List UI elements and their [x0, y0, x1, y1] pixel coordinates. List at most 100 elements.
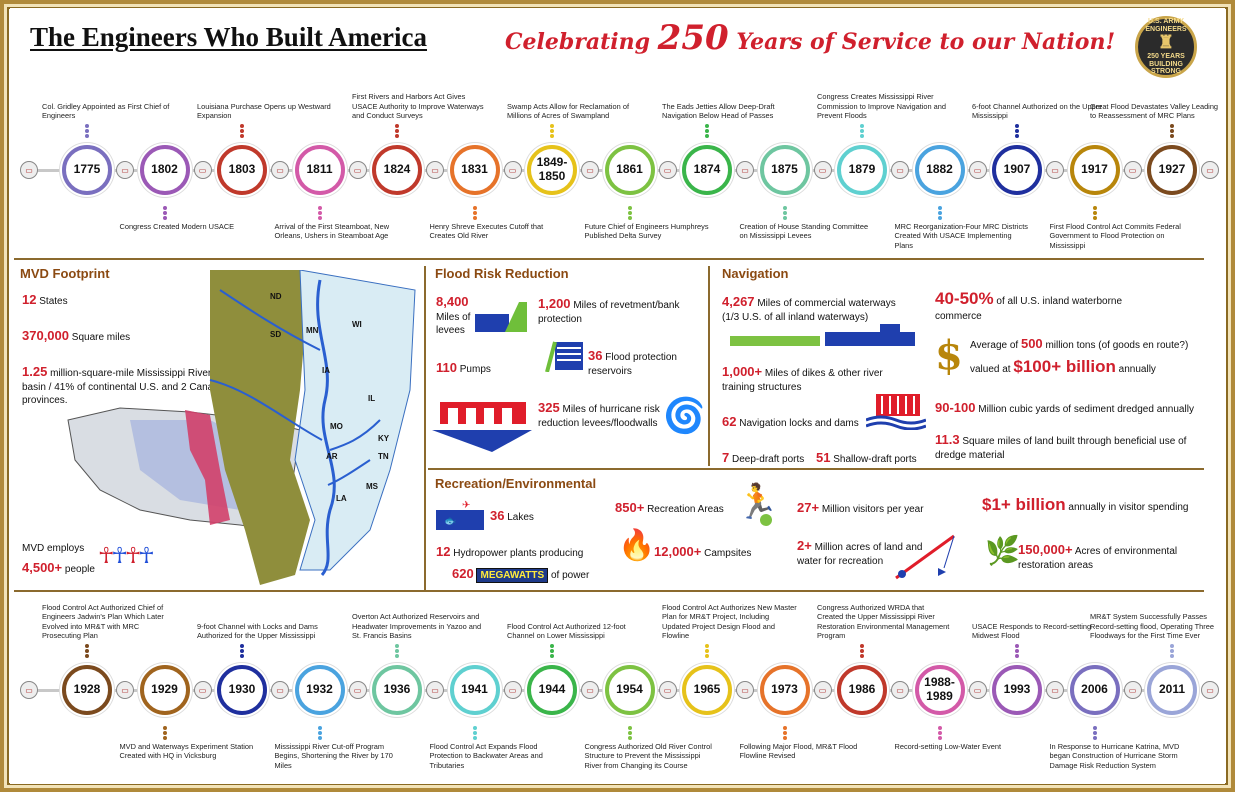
tons-number: 500: [1020, 336, 1043, 351]
states-number: 12: [22, 292, 37, 307]
timeline-year-1941: 1941: [449, 665, 500, 715]
timeline-year-1932: 1932: [294, 665, 345, 715]
rec-spending: $1+ billion annually in visitor spending: [982, 494, 1188, 516]
timeline-connector-icon: ▭: [968, 161, 987, 179]
timeline-dot: [782, 726, 787, 730]
flood-pumps: 110 Pumps: [436, 360, 491, 377]
timeline-event-text: Creation of House Standing Committee on …: [739, 222, 869, 241]
timeline-connector-icon: ▭: [20, 681, 38, 699]
tagline: Celebrating 250 Years of Service to our …: [505, 18, 1115, 58]
flood-levees: 8,400 Miles of levees: [436, 294, 486, 337]
timeline-dot: [627, 736, 632, 740]
timeline-event-text: 9-foot Channel with Locks and Dams Autho…: [197, 621, 318, 640]
deep-number: 7: [722, 450, 730, 465]
sediment-number: 90-100: [935, 400, 976, 415]
timeline-dot: [1092, 206, 1097, 210]
timeline-year-1936: 1936: [372, 665, 422, 715]
nav-tons: Average of 500 million tons (of goods en…: [970, 336, 1188, 353]
timeline-dot: [860, 644, 864, 648]
timeline-year-1928: 1928: [62, 665, 112, 715]
footprint-sqmi: 370,000 Square miles: [22, 328, 130, 345]
timeline-event-text: Flood Control Act Authorized 12-foot Cha…: [507, 621, 626, 640]
timeline-dot: [860, 129, 864, 133]
timeline-line: [24, 169, 1184, 172]
footprint-title: MVD Footprint: [20, 266, 110, 281]
timeline-dot: [1092, 731, 1097, 735]
pumps-number: 110: [436, 360, 457, 375]
revet-number: 1,200: [538, 296, 571, 311]
divider-middle: [428, 468, 1204, 470]
timeline-event-text: MR&T System Successfully Passes Record-s…: [1090, 612, 1214, 640]
tagline-pre: Celebrating: [505, 29, 650, 55]
timeline-dot: [627, 206, 632, 210]
reservoirs-label: Flood protection reservoirs: [588, 352, 677, 377]
timeline-year-1824: 1824: [372, 145, 422, 195]
timeline-connector-icon: ▭: [116, 161, 134, 179]
flood-reservoirs: 36 Flood protection reservoirs: [588, 348, 698, 378]
timeline-dot: [85, 124, 89, 128]
restore-number: 150,000+: [1018, 542, 1073, 557]
timeline-dot: [937, 216, 942, 220]
timeline-connector-icon: ▭: [1201, 681, 1219, 699]
timeline-year-2006: 2006: [1069, 665, 1120, 715]
divider-bottom: [14, 590, 1204, 592]
timeline-dot: [627, 216, 632, 220]
nav-dikes: 1,000+ Miles of dikes & other river trai…: [722, 364, 912, 394]
timeline-dot: [782, 206, 787, 210]
acres-number: 2+: [797, 538, 812, 553]
flood-revetment: 1,200 Miles of revetment/bank protection: [538, 296, 698, 326]
state-label-nd: ND: [270, 292, 282, 301]
timeline-connector-icon: ▭: [891, 161, 909, 179]
state-label-mo: MO: [330, 422, 343, 431]
timeline-dot: [782, 211, 787, 215]
timeline-dot: [627, 731, 632, 735]
timeline-event-text: First Flood Control Act Commits Federal …: [1049, 222, 1181, 250]
lake-icon: 🐟✈: [436, 500, 484, 530]
nav-land: 11.3 Square miles of land built through …: [935, 432, 1205, 462]
state-label-il: IL: [368, 394, 376, 403]
waterways-number: 4,267: [722, 294, 755, 309]
timeline-dot: [85, 654, 89, 658]
timeline-connector-icon: ▭: [736, 681, 754, 699]
commerce-number: 40-50%: [935, 289, 994, 308]
timeline-connector-icon: ▭: [503, 161, 522, 179]
people-number: 4,500+: [22, 560, 63, 575]
usace-seal: U.S. ARMY ENGINEERS ♜ 250 YEARS BUILDING…: [1135, 16, 1197, 78]
campfire-icon: 🔥: [618, 529, 656, 562]
timeline-dot: [1015, 124, 1019, 128]
timeline-year-1775: 1775: [62, 145, 112, 195]
timeline-event-text: Flood Control Act Expands Flood Protecti…: [429, 742, 543, 770]
timeline-dot: [240, 129, 244, 133]
state-label-tn: TN: [378, 452, 389, 461]
levees-number: 8,400: [436, 294, 469, 309]
timeline-event-text: Congress Creates Mississippi River Commi…: [817, 92, 946, 120]
timeline-dot: [1170, 134, 1174, 138]
timeline-dot: [705, 654, 709, 658]
timeline-event-text: Flood Control Act Authorizes New Master …: [662, 603, 797, 640]
visitors-label: Million visitors per year: [821, 504, 924, 515]
timeline-connector-icon: ▭: [736, 161, 754, 179]
timeline-dot: [1092, 736, 1097, 740]
timeline-dot: [550, 134, 554, 138]
timeline-event-text: 6-foot Channel Authorized on the Upper M…: [972, 101, 1103, 120]
timeline-year-1944: 1944: [527, 665, 577, 715]
footprint-people: 4,500+ people: [22, 560, 95, 577]
timeline-dot: [1092, 726, 1097, 730]
timeline-dot: [627, 211, 632, 215]
hurricane-number: 325: [538, 400, 560, 415]
timeline-connector-icon: ▭: [581, 161, 599, 179]
locks-number: 62: [722, 414, 737, 429]
timeline-event-text: MVD and Waterways Experiment Station Cre…: [119, 742, 254, 761]
plant-icon: 🌿: [985, 535, 1020, 566]
timeline-dot: [705, 129, 709, 133]
timeline-connector-icon: ▭: [348, 161, 367, 179]
timeline-event-text: In Response to Hurricane Katrina, MVD be…: [1049, 742, 1180, 770]
timeline-event-text: USACE Responds to Record-setting Midwest…: [972, 621, 1092, 640]
timeline-dot: [317, 726, 322, 730]
timeline-connector-icon: ▭: [891, 681, 909, 699]
svg-text:✈: ✈: [462, 500, 470, 511]
timeline-dot: [162, 211, 167, 215]
timeline-dot: [395, 134, 399, 138]
timeline-dot: [782, 736, 787, 740]
